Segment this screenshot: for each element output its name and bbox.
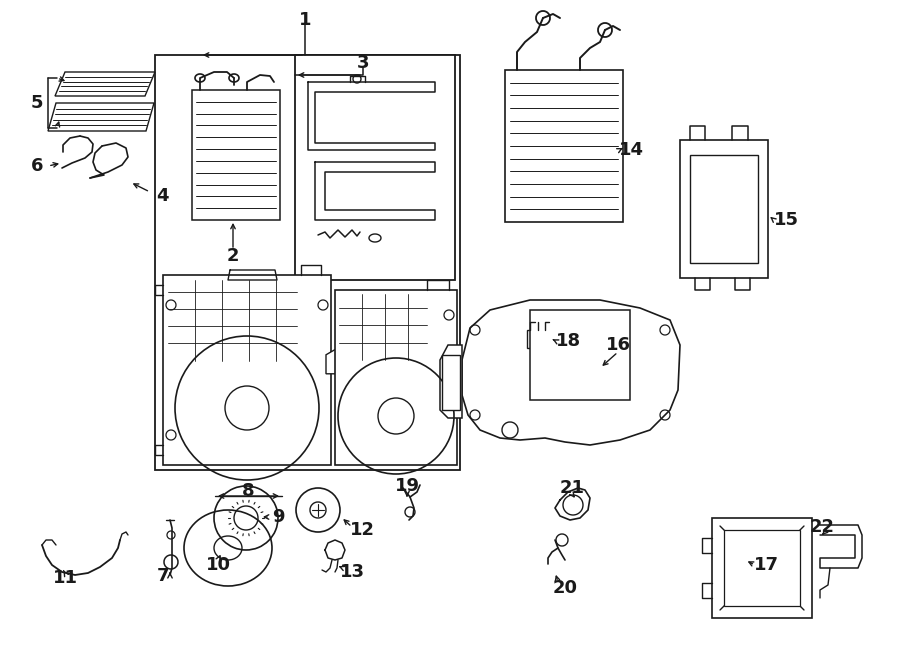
Bar [155,55,460,470]
Polygon shape [527,330,549,348]
Text: 1: 1 [299,11,311,29]
Bar [724,530,800,606]
Text: 4: 4 [156,187,168,205]
Text: 3: 3 [356,54,369,72]
Bar [530,310,630,400]
Polygon shape [335,290,457,465]
Text: 8: 8 [242,482,255,500]
Text: 16: 16 [606,336,631,354]
Text: 13: 13 [339,563,365,581]
Polygon shape [712,518,812,618]
Text: 9: 9 [272,508,284,526]
Text: 17: 17 [753,556,778,574]
Bar [690,155,758,263]
Polygon shape [462,300,680,445]
Text: 18: 18 [555,332,580,350]
Polygon shape [192,90,280,220]
Text: 6: 6 [31,157,43,175]
Text: 22: 22 [809,518,834,536]
Polygon shape [326,342,349,374]
Text: 2: 2 [227,247,239,265]
Polygon shape [163,275,331,465]
Text: 14: 14 [618,141,644,159]
Text: 10: 10 [205,556,230,574]
Polygon shape [440,345,462,418]
Text: 15: 15 [773,211,798,229]
Text: 21: 21 [560,479,584,497]
Text: 19: 19 [394,477,419,495]
Polygon shape [505,70,623,222]
Text: 12: 12 [349,521,374,539]
Polygon shape [48,103,154,131]
Bar [295,55,455,280]
Text: 5: 5 [31,94,43,112]
Polygon shape [55,72,155,96]
Polygon shape [680,140,768,278]
Text: 20: 20 [553,579,578,597]
Bar [442,355,460,410]
Text: 7: 7 [157,567,169,585]
Text: 11: 11 [52,569,77,587]
